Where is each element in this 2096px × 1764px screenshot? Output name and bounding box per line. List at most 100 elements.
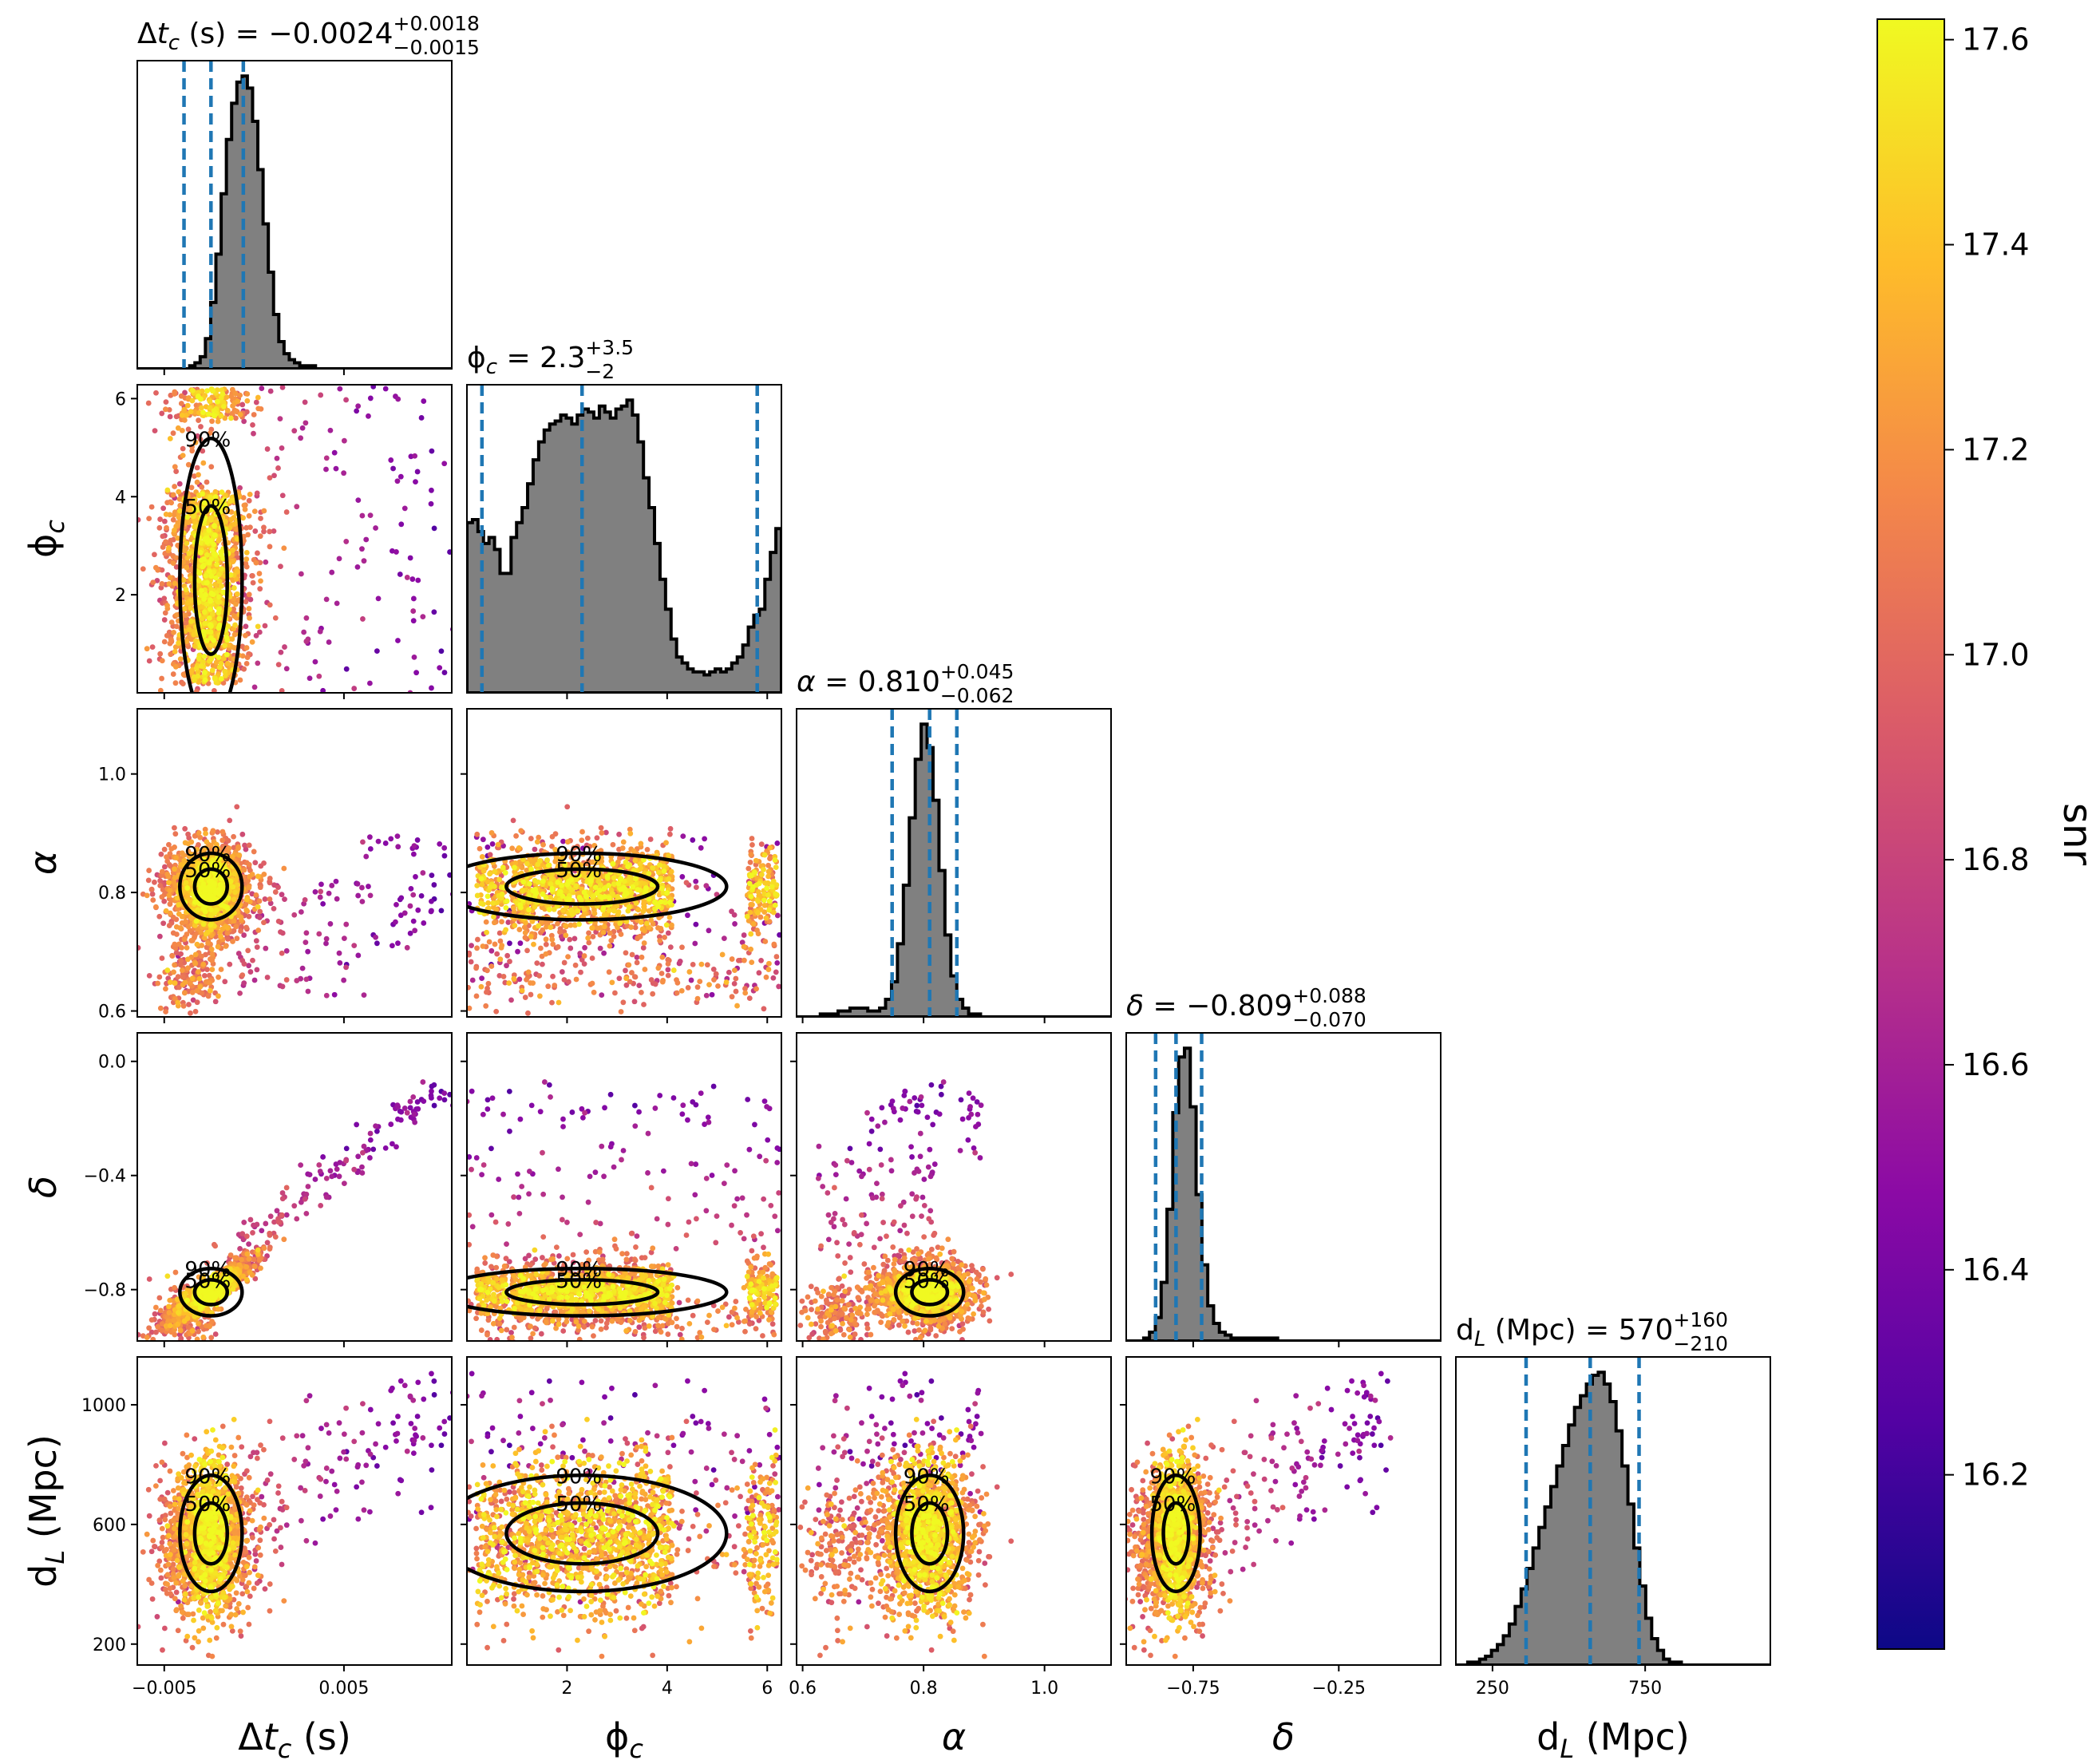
- sample-point: [185, 520, 192, 525]
- sample-point: [631, 848, 637, 854]
- y-tick-label: 0.6: [98, 1003, 126, 1022]
- sample-point: [211, 637, 216, 643]
- sample-point: [565, 954, 571, 960]
- sample-point: [367, 395, 374, 401]
- sample-point: [163, 511, 169, 517]
- sample-point: [163, 908, 169, 914]
- sample-point: [690, 962, 696, 967]
- sample-point: [283, 947, 290, 954]
- sample-point: [241, 961, 247, 967]
- sample-point: [662, 934, 668, 940]
- sample-point: [367, 680, 373, 686]
- contour-50%: [192, 504, 229, 656]
- sample-point: [271, 905, 277, 912]
- sample-point: [243, 924, 250, 931]
- sample-point: [410, 918, 417, 924]
- sample-point: [641, 904, 647, 909]
- sample-point: [243, 560, 249, 567]
- sample-point: [198, 930, 204, 935]
- sample-point: [563, 932, 569, 939]
- y-tick-label: 4: [115, 488, 126, 508]
- sample-point: [748, 946, 754, 952]
- sample-point: [150, 897, 156, 904]
- sample-point: [152, 552, 157, 558]
- sample-point: [184, 564, 190, 571]
- sample-point: [318, 392, 324, 398]
- sample-point: [253, 399, 259, 405]
- sample-point: [161, 639, 168, 645]
- sample-point: [229, 410, 235, 417]
- sample-point: [334, 896, 340, 902]
- sample-point: [249, 872, 255, 877]
- sample-point: [327, 921, 334, 927]
- sample-point: [404, 575, 410, 580]
- sample-point: [250, 579, 256, 586]
- sample-point: [196, 975, 203, 982]
- sample-point: [207, 622, 213, 628]
- sample-point: [674, 990, 680, 996]
- sample-point: [249, 639, 255, 645]
- sample-point: [283, 509, 290, 515]
- sample-point: [195, 907, 201, 913]
- sample-point: [201, 973, 208, 979]
- sample-point: [200, 628, 207, 635]
- sample-point: [374, 940, 380, 947]
- sample-point: [474, 831, 480, 837]
- sample-point: [299, 425, 306, 431]
- sample-point: [410, 618, 417, 624]
- sample-point: [698, 961, 705, 967]
- sample-point: [246, 842, 252, 848]
- sample-point: [190, 513, 196, 520]
- sample-point: [214, 561, 220, 568]
- sample-point: [218, 504, 223, 509]
- sample-point: [188, 485, 195, 491]
- sample-point: [188, 670, 194, 675]
- sample-point: [132, 667, 137, 673]
- sample-point: [180, 577, 187, 583]
- sample-point: [441, 844, 448, 851]
- sample-point: [243, 549, 250, 556]
- sample-point: [173, 924, 180, 930]
- sample-point: [303, 639, 310, 644]
- sample-point: [367, 846, 374, 852]
- sample-point: [172, 866, 177, 872]
- sample-point: [674, 979, 681, 986]
- sample-point: [413, 479, 418, 485]
- sample-point: [618, 1009, 624, 1014]
- sample-point: [323, 940, 329, 947]
- sample-point: [206, 884, 212, 890]
- sample-point: [204, 638, 210, 644]
- panel-dtc-alpha: 50%90%0.60.81.0: [98, 708, 453, 1023]
- sample-point: [183, 587, 189, 592]
- sample-point: [412, 927, 418, 934]
- sample-point: [578, 969, 583, 975]
- sample-point: [478, 983, 484, 990]
- sample-point: [390, 548, 395, 554]
- sample-point: [477, 845, 483, 852]
- sample-point: [279, 492, 286, 499]
- sample-point: [204, 579, 210, 586]
- sample-point: [172, 527, 177, 533]
- sample-point: [590, 934, 596, 939]
- sample-point: [216, 974, 221, 980]
- sample-point: [601, 950, 607, 956]
- sample-point: [149, 644, 156, 651]
- sample-point: [318, 888, 324, 895]
- sample-point: [598, 825, 604, 831]
- sample-point: [528, 836, 534, 841]
- sample-point: [204, 552, 210, 558]
- sample-point: [219, 829, 226, 835]
- sample-point: [184, 639, 190, 644]
- sample-point: [302, 399, 308, 405]
- sample-point: [192, 677, 197, 683]
- sample-point: [258, 578, 263, 584]
- sample-point: [160, 533, 166, 540]
- sample-point: [212, 494, 219, 500]
- sample-point: [291, 912, 298, 918]
- sample-point: [243, 409, 250, 415]
- sample-point: [648, 977, 655, 983]
- sample-point: [735, 957, 742, 963]
- sample-point: [641, 1002, 647, 1007]
- sample-point: [721, 935, 727, 941]
- sample-point: [159, 658, 165, 664]
